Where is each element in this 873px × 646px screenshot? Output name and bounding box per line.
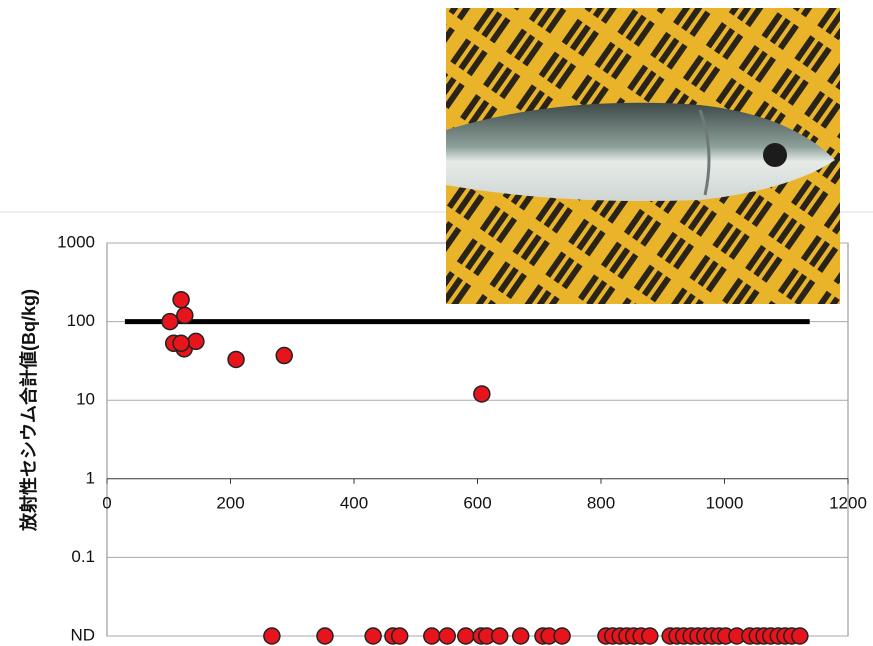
- photo: [446, 8, 840, 304]
- data-point: [172, 290, 190, 309]
- x-tick-label: 1000: [706, 493, 744, 512]
- data-point: [490, 627, 509, 645]
- data-point: [438, 627, 456, 645]
- y-tick-label: 1: [86, 468, 95, 487]
- y-axis-label: 放射性セシウム合計値(Bq/kg): [18, 289, 39, 532]
- data-point: [316, 627, 334, 645]
- data-point: [161, 312, 179, 331]
- data-point: [275, 346, 293, 365]
- y-tick-label: 1000: [57, 232, 95, 251]
- y-tick-label: 0.1: [71, 547, 95, 566]
- x-tick-label: 1200: [829, 493, 867, 512]
- data-point: [227, 350, 245, 369]
- data-point: [390, 627, 409, 645]
- data-point: [172, 334, 190, 353]
- data-point: [641, 627, 659, 645]
- x-tick-label: 600: [463, 493, 491, 512]
- data-point: [553, 627, 571, 645]
- y-tick-label: 100: [67, 311, 95, 330]
- x-tick-label: 200: [216, 493, 244, 512]
- data-point: [511, 627, 530, 645]
- data-point: [457, 627, 475, 645]
- x-tick-label: 800: [587, 493, 615, 512]
- data-point: [364, 627, 382, 645]
- data-point: [423, 627, 441, 645]
- data-point: [791, 627, 809, 645]
- plot-area: 1000 100 10 1 0.1 ND 0 200 400 600 800 1000 1200: [57, 232, 867, 645]
- data-point: [187, 332, 205, 351]
- data-point: [263, 627, 281, 645]
- data-point: [473, 385, 491, 403]
- x-tick-label: 400: [340, 493, 368, 512]
- data-point: [176, 306, 194, 325]
- y-tick-label: 10: [76, 390, 95, 409]
- y-tick-label: ND: [70, 625, 95, 644]
- x-tick-label: 0: [102, 493, 111, 512]
